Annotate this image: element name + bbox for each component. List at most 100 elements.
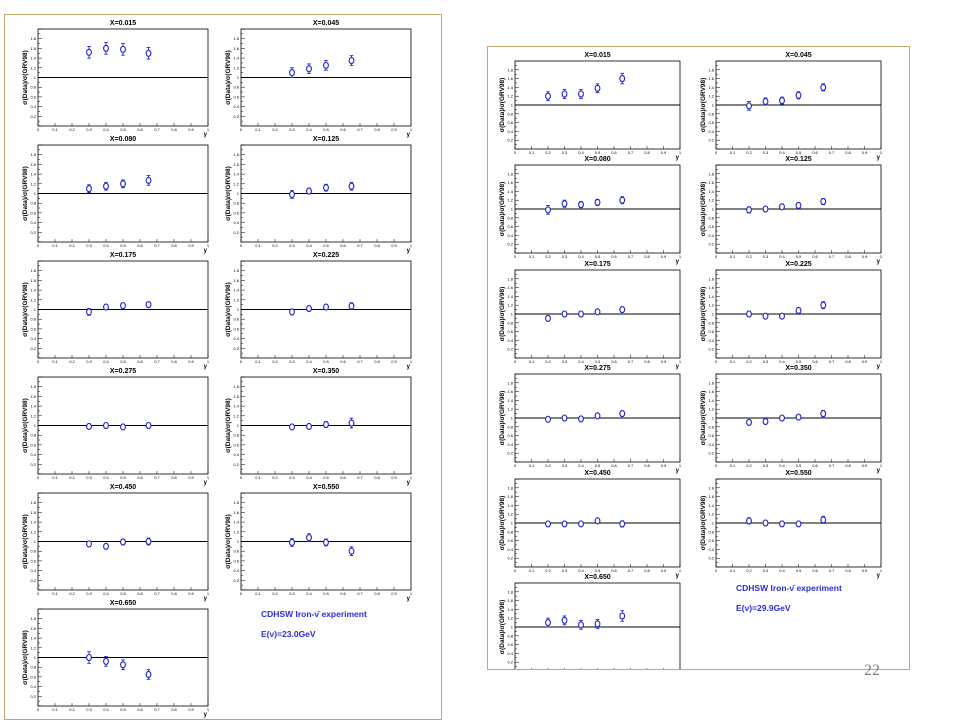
y-tick-label: 0.2 bbox=[233, 230, 239, 235]
data-point bbox=[779, 414, 785, 422]
x-tick-label: 0 bbox=[514, 359, 517, 364]
y-tick-label: 0.6 bbox=[30, 674, 36, 679]
x-tick-label: 0.8 bbox=[644, 359, 650, 364]
y-tick-label: 0.6 bbox=[708, 538, 714, 543]
x-axis-label: y bbox=[204, 132, 208, 138]
x-tick-label: 0.4 bbox=[306, 475, 312, 480]
data-point bbox=[289, 69, 295, 77]
x-tick-label: 1 bbox=[410, 243, 413, 248]
panel-title: X=0.550 bbox=[785, 470, 811, 477]
y-tick-label: 1.8 bbox=[708, 485, 714, 490]
y-tick-label: 1 bbox=[34, 655, 37, 660]
data-point bbox=[348, 419, 355, 427]
panel-title: X=0.015 bbox=[584, 52, 610, 59]
panel-title: X=0.080 bbox=[110, 136, 136, 143]
x-tick-label: 0.7 bbox=[628, 254, 634, 259]
y-tick-label: 0.6 bbox=[507, 120, 513, 125]
panel-x-0.175: X=0.175 0.2 0.4 0.6 0.8 1 1.2 1.4 1.6 1.8 0 0.1 0.2 0… bbox=[499, 261, 682, 370]
y-tick-label: 0.2 bbox=[708, 138, 714, 143]
x-tick-label: 1 bbox=[410, 475, 413, 480]
data-point bbox=[746, 310, 752, 318]
panel-title: X=0.045 bbox=[785, 52, 811, 59]
data-point bbox=[619, 75, 626, 83]
data-point bbox=[86, 48, 92, 56]
data-point bbox=[145, 301, 152, 309]
x-tick-label: 0 bbox=[715, 568, 718, 573]
x-tick-label: 0.3 bbox=[289, 243, 295, 248]
x-tick-label: 0.2 bbox=[69, 127, 75, 132]
x-tick-label: 1 bbox=[679, 150, 682, 155]
x-tick-label: 0.2 bbox=[545, 568, 551, 573]
x-tick-label: 0.4 bbox=[578, 463, 584, 468]
x-tick-label: 0.6 bbox=[137, 243, 143, 248]
data-point bbox=[779, 312, 785, 320]
y-tick-label: 1.8 bbox=[233, 152, 239, 157]
panel-x-0.225: X=0.225 0.2 0.4 0.6 0.8 1 1.2 1.4 1.6 1.8 0 0.1 0.2 0… bbox=[225, 252, 413, 370]
y-tick-label: 1.8 bbox=[708, 380, 714, 385]
y-tick-label: 0.8 bbox=[233, 317, 239, 322]
x-tick-label: 0.3 bbox=[562, 254, 568, 259]
data-point bbox=[561, 90, 568, 98]
x-tick-label: 0.7 bbox=[628, 463, 634, 468]
data-point bbox=[561, 414, 568, 422]
x-tick-label: 0.5 bbox=[595, 568, 601, 573]
y-tick-label: 0.6 bbox=[507, 224, 513, 229]
y-tick-label: 1.6 bbox=[708, 389, 714, 394]
y-tick-label: 1.4 bbox=[30, 56, 36, 61]
x-tick-label: 0.1 bbox=[255, 359, 261, 364]
y-tick-label: 1.6 bbox=[708, 76, 714, 81]
data-point bbox=[145, 537, 152, 546]
y-tick-label: 0.2 bbox=[507, 242, 513, 247]
annotation-experiment: CDHSW Iron-ν̄ experiment bbox=[261, 609, 367, 619]
x-tick-label: 1 bbox=[880, 568, 883, 573]
y-tick-label: 1.2 bbox=[233, 65, 239, 70]
y-axis-label: σ(Data)/σ(GRV98) bbox=[700, 496, 707, 551]
experiment-annotation: CDHSW Iron-ν̄ experiment E(ν)=23.0GeV bbox=[261, 609, 367, 639]
data-point bbox=[545, 520, 551, 528]
panel-title: X=0.350 bbox=[785, 365, 811, 372]
x-tick-label: 0.4 bbox=[578, 568, 584, 573]
slide-number: 22 bbox=[864, 662, 880, 679]
x-tick-label: 0.4 bbox=[578, 359, 584, 364]
y-tick-label: 1 bbox=[237, 307, 240, 312]
x-axis-label: y bbox=[407, 480, 411, 486]
x-tick-label: 0.2 bbox=[69, 243, 75, 248]
y-tick-label: 0.6 bbox=[233, 442, 239, 447]
x-tick-label: 0.9 bbox=[391, 591, 397, 596]
x-tick-label: 0.6 bbox=[137, 707, 143, 712]
panel-x-0.275: X=0.275 0.2 0.4 0.6 0.8 1 1.2 1.4 1.6 1.8 0 0.1 0.2 0… bbox=[22, 368, 210, 486]
y-tick-label: 1.4 bbox=[30, 520, 36, 525]
x-axis-label: y bbox=[676, 155, 680, 161]
y-tick-label: 0.6 bbox=[233, 94, 239, 99]
x-tick-label: 0.5 bbox=[323, 359, 329, 364]
data-point bbox=[545, 415, 551, 423]
x-tick-label: 0.2 bbox=[746, 568, 752, 573]
y-tick-label: 1 bbox=[237, 423, 240, 428]
data-point bbox=[348, 302, 355, 310]
x-tick-label: 1 bbox=[207, 243, 210, 248]
x-tick-label: 0.2 bbox=[746, 463, 752, 468]
y-tick-label: 0.2 bbox=[30, 462, 36, 467]
panel-x-0.080: X=0.080 0.2 0.4 0.6 0.8 1 1.2 1.4 1.6 1.8 0 0.1 0.2 0… bbox=[22, 136, 210, 254]
panel-x-0.450: X=0.450 0.2 0.4 0.6 0.8 1 1.2 1.4 1.6 1.8 0 0.1 0.2 0… bbox=[499, 470, 682, 579]
x-tick-label: 1 bbox=[207, 127, 210, 132]
y-tick-label: 1.6 bbox=[233, 394, 239, 399]
x-tick-label: 0.5 bbox=[595, 463, 601, 468]
y-axis-label: σ(Data)/σ(GRV98) bbox=[225, 398, 232, 453]
x-tick-label: 0.1 bbox=[52, 707, 58, 712]
data-point bbox=[120, 302, 126, 310]
data-point bbox=[289, 538, 295, 547]
x-tick-label: 0.5 bbox=[323, 127, 329, 132]
y-tick-label: 1 bbox=[237, 539, 240, 544]
data-point bbox=[779, 97, 785, 105]
x-axis-label: y bbox=[676, 364, 680, 370]
y-axis-label: σ(Data)/σ(GRV98) bbox=[22, 514, 29, 569]
x-tick-label: 0.6 bbox=[340, 127, 346, 132]
data-point bbox=[289, 190, 295, 199]
x-tick-label: 0.4 bbox=[103, 243, 109, 248]
panel-x-0.550: X=0.550 0.2 0.4 0.6 0.8 1 1.2 1.4 1.6 1.8 0 0.1 0.2 0… bbox=[225, 484, 413, 602]
data-point bbox=[594, 517, 601, 525]
x-tick-label: 1 bbox=[679, 254, 682, 259]
y-tick-label: 0.6 bbox=[233, 558, 239, 563]
panel-title: X=0.550 bbox=[313, 484, 339, 491]
